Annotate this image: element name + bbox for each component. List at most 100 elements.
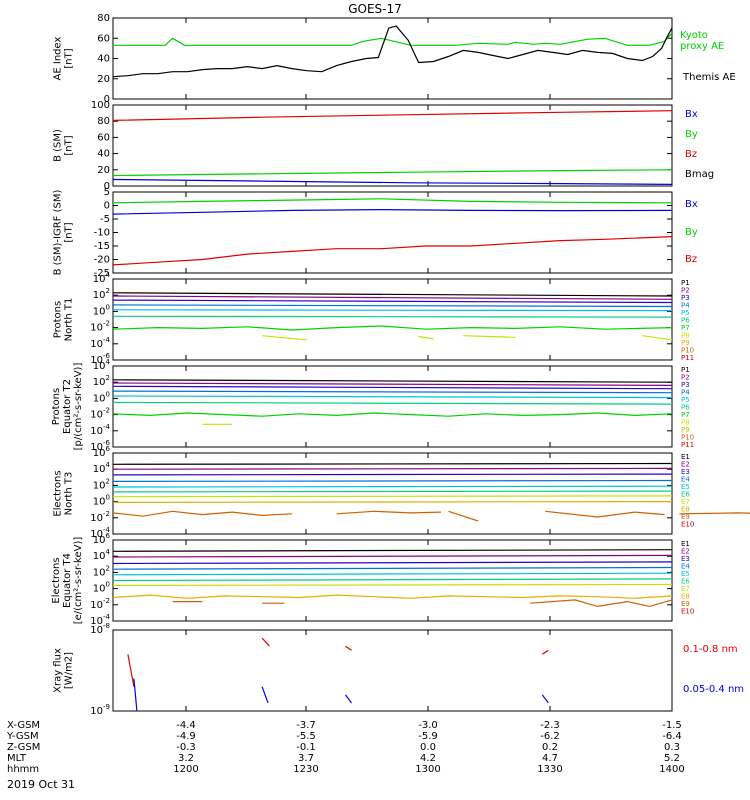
- ephemeris-value: 1230: [293, 764, 318, 775]
- y-tick-label: 10-8: [90, 622, 110, 636]
- y-tick-label: 102: [93, 477, 110, 491]
- legend-e5: E5: [681, 483, 690, 491]
- ephemeris-value: 1400: [659, 764, 684, 775]
- y-tick-label: 104: [93, 461, 111, 475]
- series-line-e8: [112, 501, 673, 503]
- legend-p1: P1: [681, 366, 690, 374]
- panel-2: 0 20 40 60 80 100 B (SM) [nT] Bx By Bz Bmag: [53, 100, 715, 192]
- legend-p11: P11: [681, 441, 694, 449]
- legend-p10: P10: [681, 347, 694, 355]
- ephemeris-table: X-GSM -4.4 -3.7 -3.0 -2.3 -1.5 Y-GSM -4.9 -5.5 -5…: [6, 720, 685, 775]
- y-tick-label: 80: [97, 13, 110, 24]
- y-tick-label: 10-2: [90, 407, 110, 421]
- y-tick-label: 0: [104, 201, 110, 212]
- y-tick-label: 104: [93, 358, 111, 372]
- legend-p5: P5: [681, 396, 690, 404]
- ephemeris-value: -3.7: [296, 720, 316, 731]
- ephemeris-value: 0.0: [420, 742, 436, 753]
- y-axis-label: Xray flux: [53, 648, 64, 693]
- y-tick-label: 0: [104, 94, 110, 105]
- series-line-p2: [112, 382, 673, 386]
- panel-frame: [112, 278, 673, 361]
- y-tick-label: 100: [93, 303, 110, 317]
- series-line-e1: [112, 462, 673, 465]
- series-line-bx: [112, 208, 673, 215]
- legend-kyoto-2: proxy AE: [680, 41, 724, 52]
- date-label: 2019 Oct 31: [7, 778, 75, 791]
- y-axis-label: [p/(cm²-s-sr-keV)]: [73, 363, 84, 451]
- y-tick-label: 10-4: [90, 423, 110, 437]
- y-tick-label: 104: [93, 548, 111, 562]
- ephemeris-value: -6.4: [662, 731, 682, 742]
- series-line-e8: [112, 594, 673, 599]
- ephemeris-value: -2.3: [540, 720, 560, 731]
- y-tick-label: -15: [94, 241, 110, 252]
- legend-bz: Bz: [685, 254, 697, 265]
- y-axis-label: [nT]: [64, 222, 75, 242]
- legend-p10: P10: [681, 434, 694, 442]
- series-line-bz: [112, 236, 673, 266]
- legend-e3: E3: [681, 555, 690, 563]
- legend-p11: P11: [681, 354, 694, 362]
- ephemeris-value: -4.9: [176, 731, 196, 742]
- ephemeris-label: Z-GSM: [7, 742, 40, 753]
- ephemeris-label: hhmm: [7, 764, 39, 775]
- series-line-e7: [112, 495, 673, 498]
- series-line-e9: [530, 599, 673, 608]
- legend-e9: E9: [681, 600, 690, 608]
- legend-p2: P2: [681, 287, 690, 295]
- legend-p5: P5: [681, 309, 690, 317]
- series-line-themis-ae: [112, 25, 673, 78]
- ephemeris-value: -6.2: [540, 731, 560, 742]
- y-tick-label: 20: [97, 165, 110, 176]
- ephemeris-value: 1300: [415, 764, 440, 775]
- legend-p4: P4: [681, 389, 690, 397]
- series-line-e2: [112, 554, 673, 558]
- legend-xray-long: 0.1-0.8 nm: [683, 644, 738, 655]
- panel-frame: [112, 629, 673, 712]
- series-line-e9: [679, 512, 750, 515]
- series-line-e9: [545, 510, 665, 518]
- legend-e8: E8: [681, 593, 690, 601]
- panel-frame: [112, 191, 673, 274]
- series-line-e1: [112, 549, 673, 552]
- legend-bz: Bz: [685, 149, 697, 160]
- series-line-0-05-0-4-nm: [541, 694, 549, 704]
- series-line-p3: [112, 299, 673, 304]
- y-axis-label: [nT]: [64, 48, 75, 68]
- y-axis-label: [W/m2]: [64, 652, 75, 689]
- legend-kyoto-1: Kyoto: [680, 30, 708, 41]
- y-axis-label: AE Index: [53, 36, 64, 80]
- legend-e4: E4: [681, 476, 690, 484]
- y-tick-label: 106: [93, 532, 111, 546]
- y-tick-label: -10: [94, 228, 110, 239]
- y-axis-label: [e/(cm²-s-sr-keV)]: [73, 537, 84, 625]
- series-line-0-05-0-4-nm: [133, 678, 138, 712]
- series-line-p5: [112, 395, 673, 399]
- y-tick-label: 100: [93, 390, 110, 404]
- y-tick-label: 40: [97, 54, 110, 65]
- ephemeris-value: 4.7: [542, 753, 558, 764]
- y-tick-label: 60: [97, 33, 110, 44]
- y-tick-label: 0: [104, 181, 110, 192]
- legend-e7: E7: [681, 498, 690, 506]
- legend-bmag: Bmag: [685, 169, 714, 180]
- ephemeris-value: 0.3: [664, 742, 680, 753]
- series-line-p3: [112, 385, 673, 390]
- legend-e6: E6: [681, 578, 690, 586]
- y-tick-label: -25: [94, 268, 110, 279]
- y-axis-label: Equator T4: [62, 553, 73, 608]
- legend-bx: Bx: [685, 109, 698, 120]
- series-line-e6: [112, 578, 673, 582]
- legend-e2: E2: [681, 548, 690, 556]
- legend-p4: P4: [681, 302, 690, 310]
- ephemeris-value: 5.2: [664, 753, 680, 764]
- legend-e8: E8: [681, 506, 690, 514]
- series-line-p8: [463, 335, 516, 338]
- series-line-p6: [112, 401, 673, 405]
- series-line-p8: [418, 335, 434, 340]
- panel-frame: [112, 17, 673, 100]
